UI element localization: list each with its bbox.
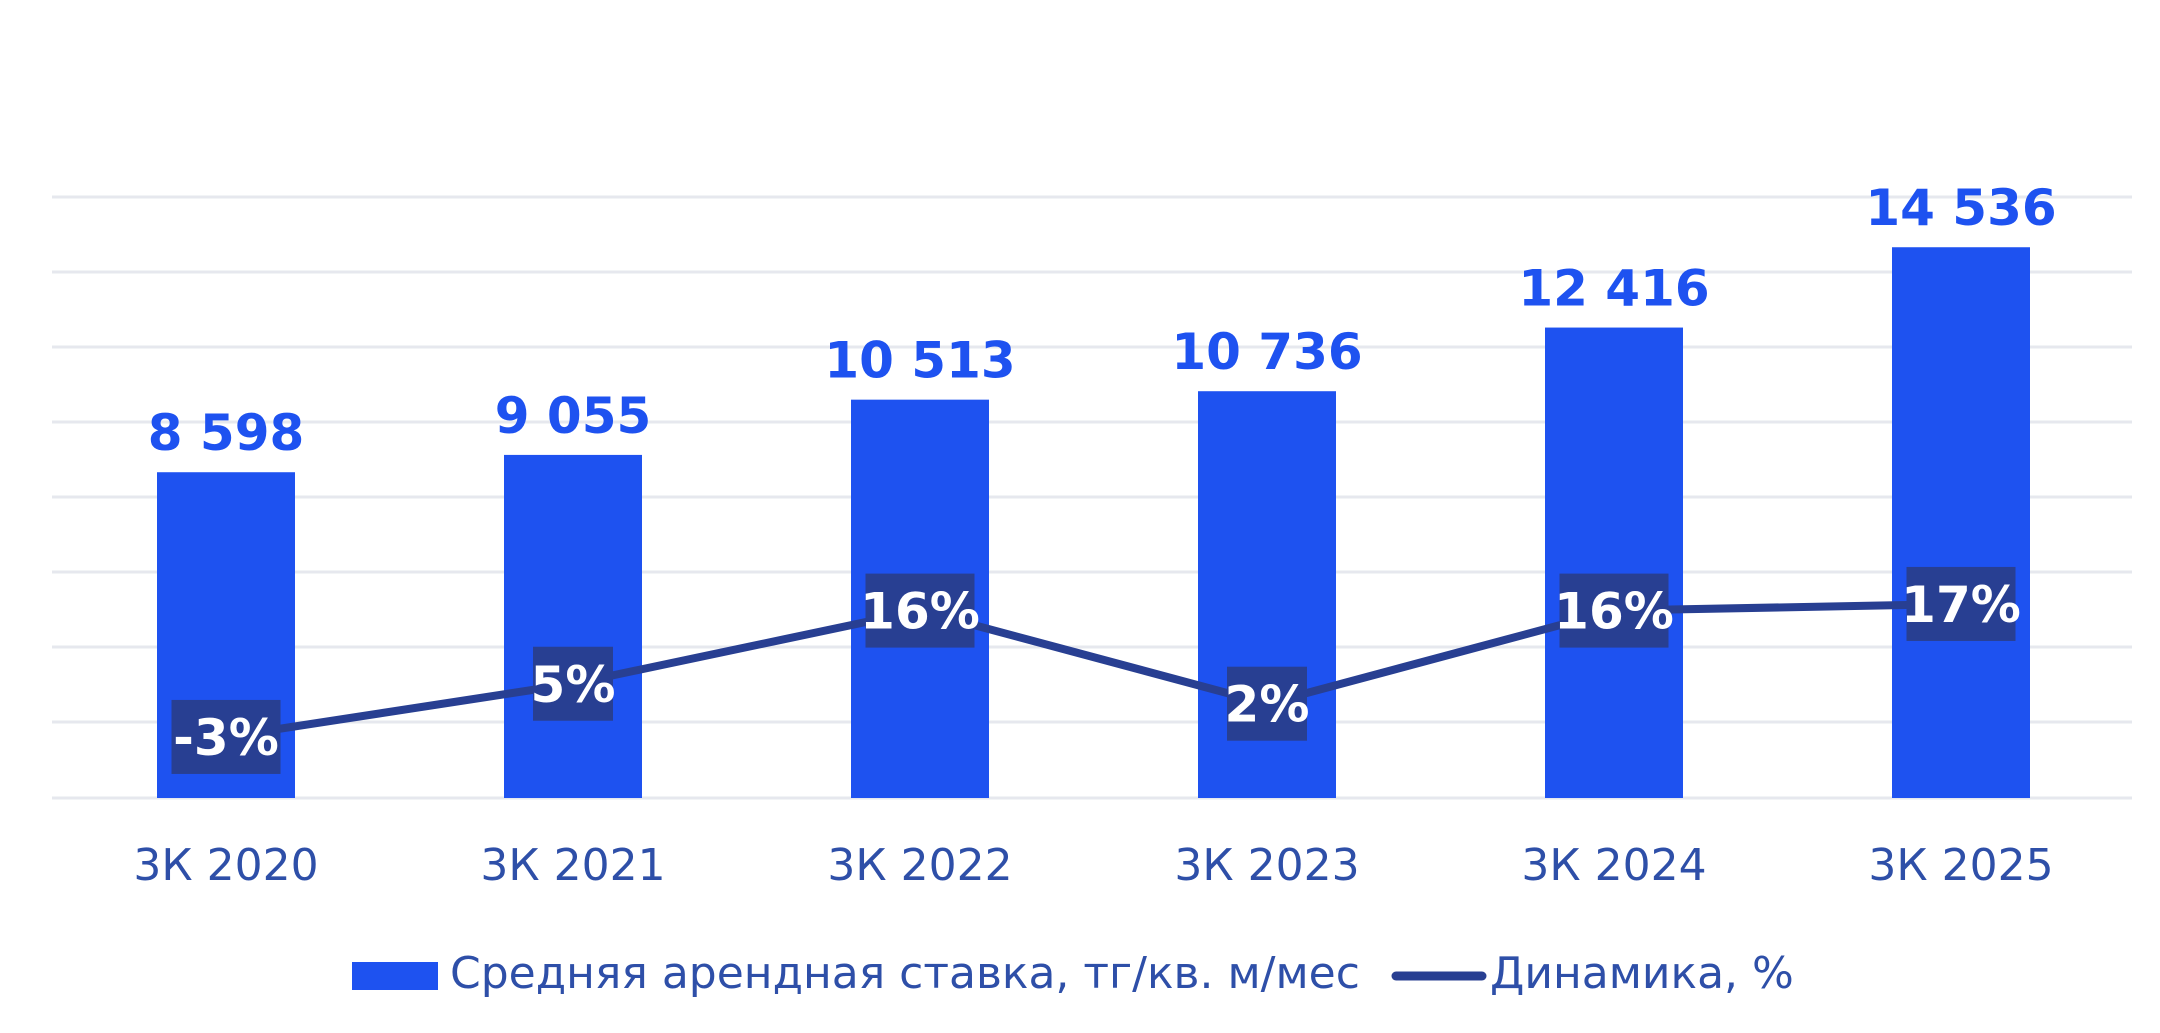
legend: Средняя арендная ставка, тг/кв. м/мес Ди… [352, 948, 1794, 999]
x-tick-label: 3К 2020 [133, 840, 318, 891]
x-tick-label: 3К 2024 [1521, 840, 1706, 891]
bar-value-label: 12 416 [1518, 260, 1709, 318]
x-tick-label: 3К 2023 [1174, 840, 1359, 891]
bar [1545, 327, 1683, 798]
line-value-label: 17% [1901, 576, 2021, 634]
bar-value-labels: 8 598 9 055 10 513 10 736 12 416 14 536 [148, 179, 2057, 462]
line-value-label: 5% [531, 656, 616, 714]
bar-series [157, 247, 2030, 798]
legend-bar-label: Средняя арендная ставка, тг/кв. м/мес [450, 948, 1360, 999]
line-label-box [1227, 666, 1307, 741]
line-value-labels: -3% 5% 16% 2% 16% 17% [171, 566, 2021, 774]
line-path [222, 599, 1965, 741]
bar-value-label: 14 536 [1865, 179, 2056, 237]
legend-bar-swatch [352, 962, 438, 990]
line-label-box [171, 699, 281, 774]
line-series [222, 599, 1965, 741]
line-value-label: 2% [1225, 676, 1310, 734]
x-tick-label: 3К 2021 [480, 840, 665, 891]
bar-value-label: 8 598 [148, 404, 305, 462]
bar-value-label: 10 736 [1171, 323, 1362, 381]
legend-line-label: Динамика, % [1490, 948, 1794, 999]
x-tick-label: 3К 2022 [827, 840, 1012, 891]
x-tick-label: 3К 2025 [1868, 840, 2053, 891]
bar-value-label: 10 513 [824, 332, 1015, 390]
line-value-label: -3% [173, 709, 279, 767]
line-label-box [865, 573, 975, 648]
bar [1892, 247, 2030, 798]
line-value-label: 16% [1554, 583, 1674, 641]
bar-value-label: 9 055 [495, 387, 652, 445]
line-label-box [1906, 566, 2016, 641]
line-label-box [1559, 573, 1669, 648]
bar [504, 454, 642, 798]
grid-lines [52, 195, 2132, 800]
line-label-box [533, 646, 613, 721]
x-axis-tick-labels: 3К 2020 3К 2021 3К 2022 3К 2023 3К 2024 3К 20… [133, 840, 2053, 891]
line-value-label: 16% [860, 583, 980, 641]
